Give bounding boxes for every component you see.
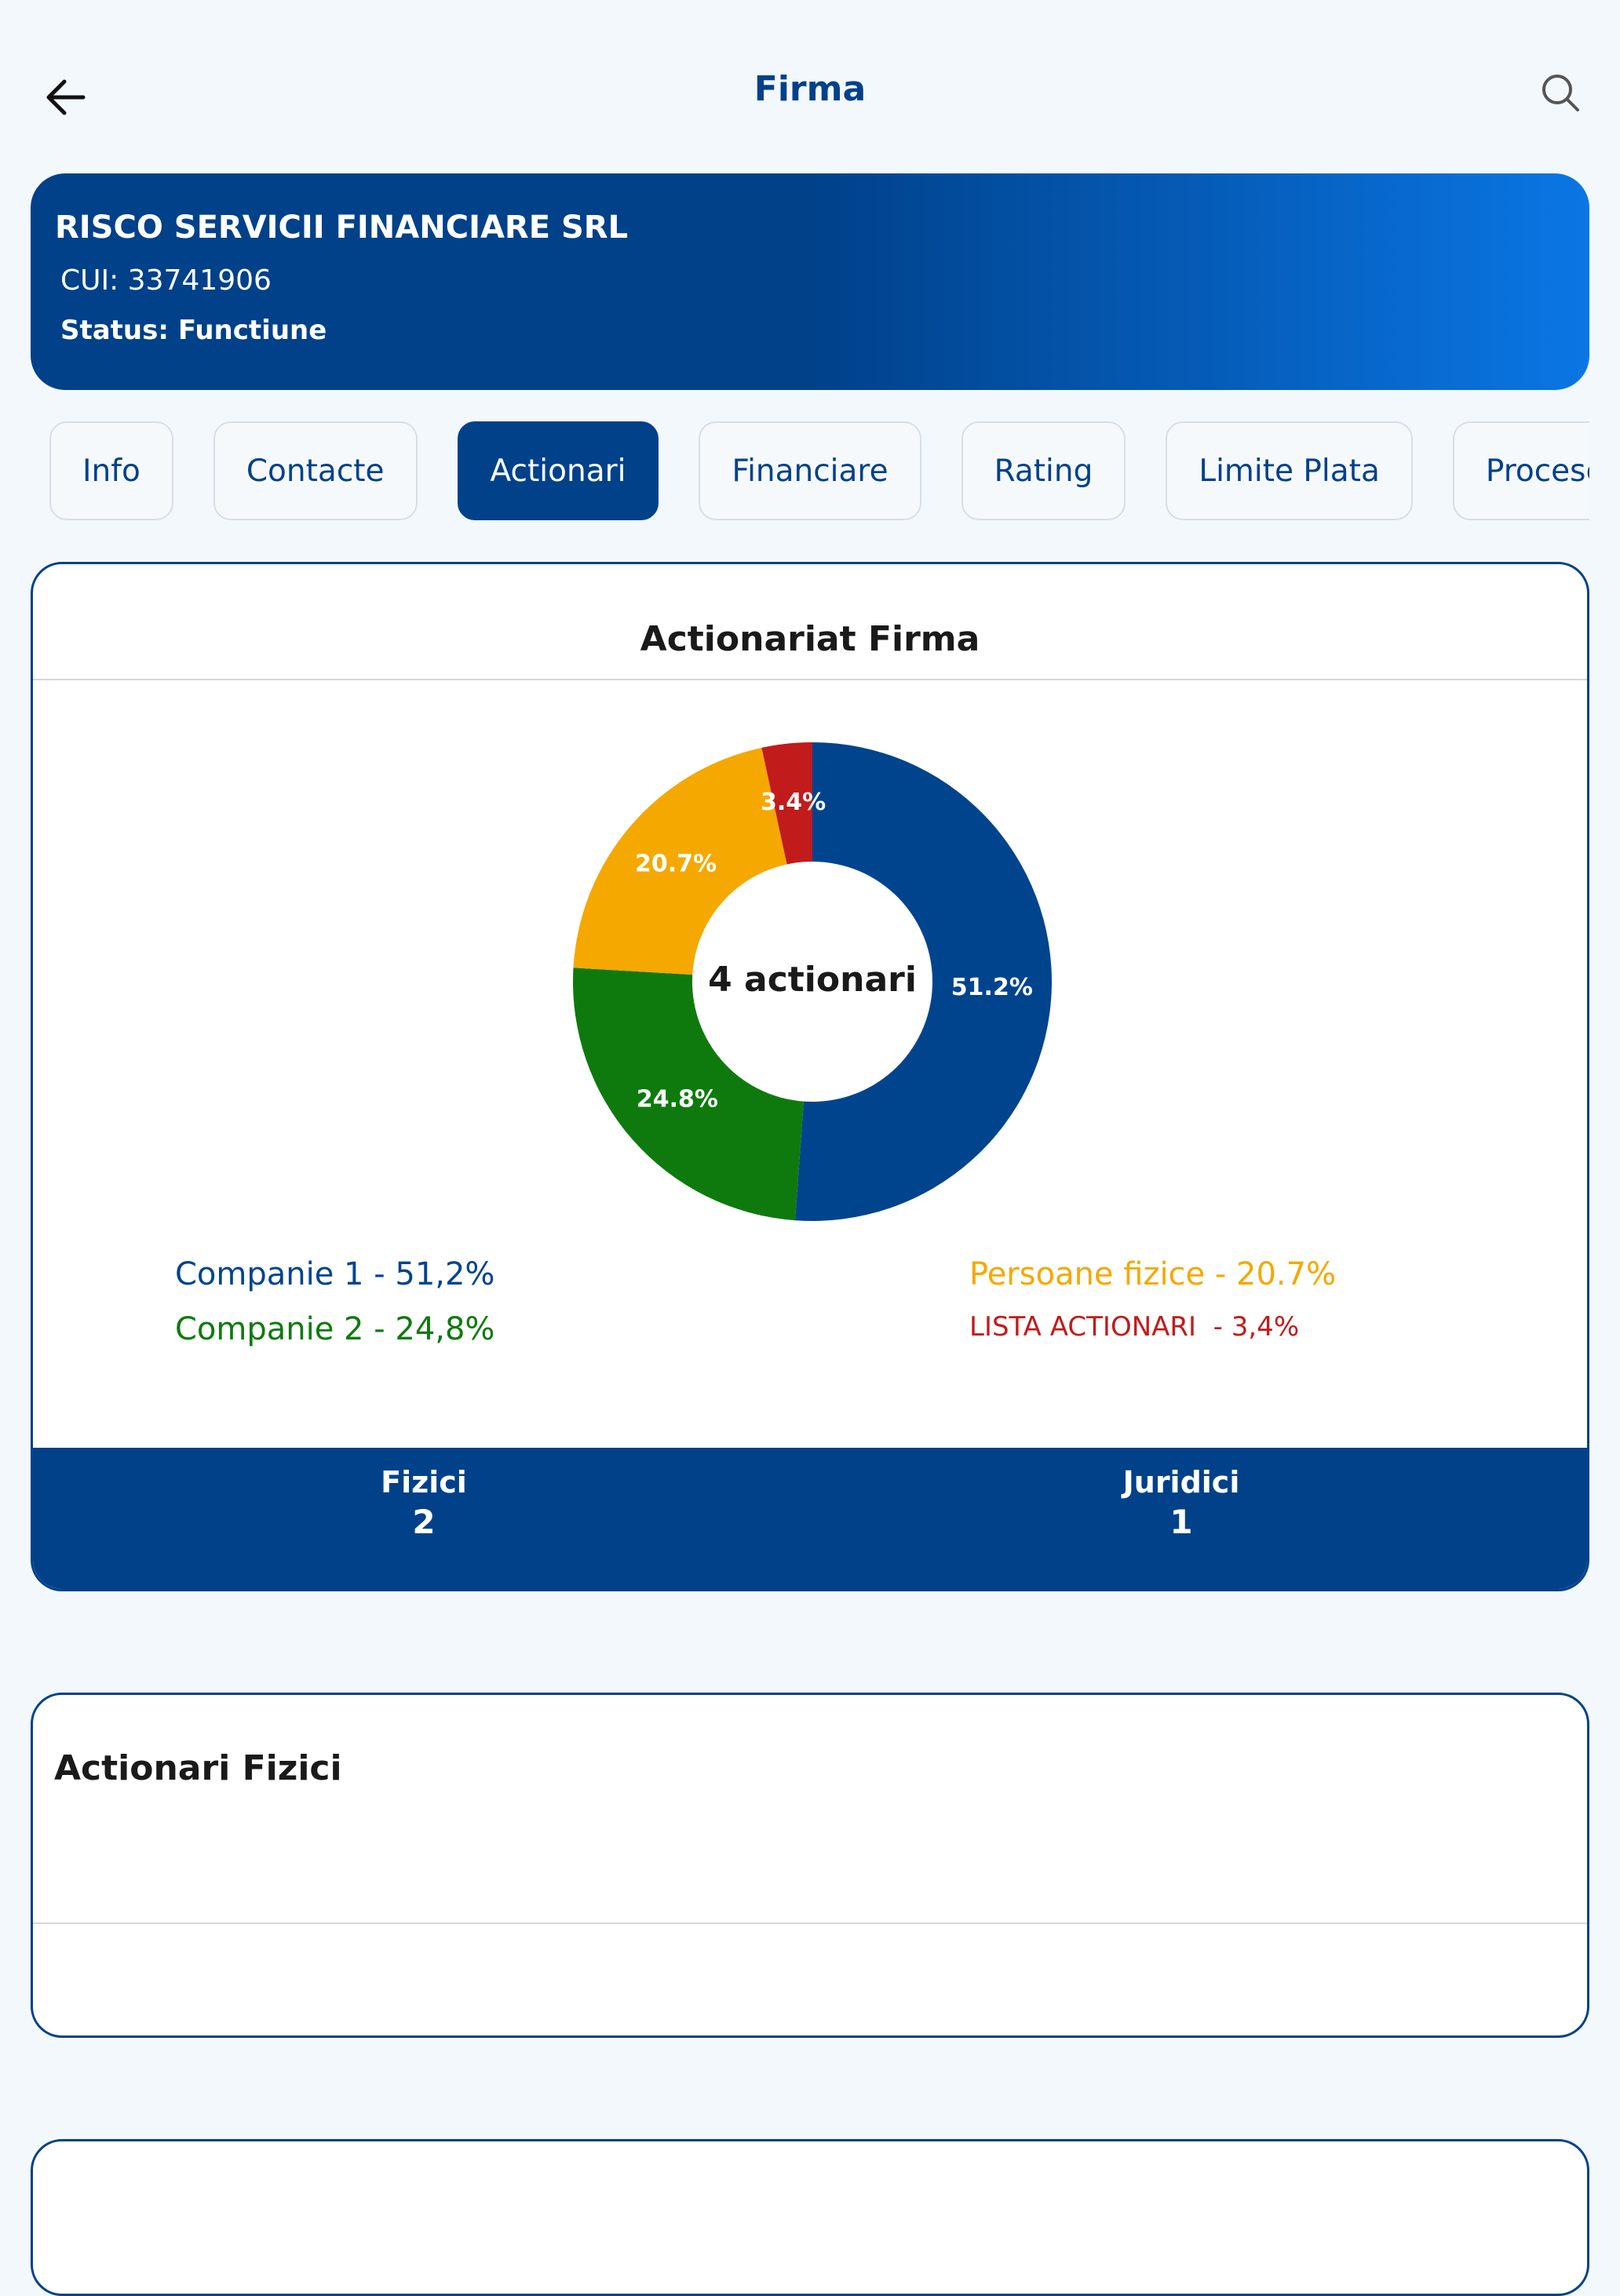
pie-slice	[573, 968, 804, 1221]
summary-item: Fizici 2	[228, 1448, 620, 1541]
pie-slice	[761, 742, 812, 865]
summary-band: Fizici 2 Juridici 1	[33, 1448, 1587, 1589]
slice-label: 24.8%	[637, 1086, 718, 1113]
tab[interactable]: Info	[49, 421, 173, 520]
slice-label: 51.2%	[951, 974, 1033, 1001]
pie-slice	[795, 742, 1052, 1221]
summary-label: Fizici	[381, 1465, 467, 1500]
slice-label: 20.7%	[635, 851, 717, 878]
tab[interactable]: Actionari	[457, 421, 659, 520]
chart-title: Actionariat Firma	[640, 619, 980, 659]
summary-label: Juridici	[1122, 1465, 1240, 1500]
legend-entry: Companie 1 - 51,2%	[175, 1256, 495, 1292]
section-card: Actionari Fizici	[31, 1693, 1589, 2038]
donut-chart: 51.2% 24.8% 20.7% 3.4% 4 actionari	[573, 742, 1052, 1221]
legend-entry: LISTA ACTIONARI - 3,4%	[969, 1311, 1300, 1343]
company-cui: CUI: 33741906	[60, 264, 272, 297]
center-label: 4 actionari	[708, 960, 917, 1000]
section-title: Actionari Fizici	[54, 1748, 342, 1788]
back-button[interactable]	[44, 75, 88, 119]
tab[interactable]: Contacte	[213, 421, 418, 520]
search-button[interactable]	[1540, 72, 1581, 113]
tab[interactable]: Limite Plata	[1166, 421, 1413, 520]
company-status: Status: Functiune	[60, 315, 327, 346]
company-name: RISCO SERVICII FINANCIARE SRL	[55, 210, 629, 246]
section-card	[31, 2139, 1589, 2296]
slice-label: 3.4%	[761, 789, 826, 816]
page: Firma {"header": {"title": "Firma"}, "co…	[31, 69, 1589, 2296]
tab[interactable]: Financiare	[699, 421, 921, 520]
screen: Firma RISCO SERVICII FINANCIARE SRL CUI:…	[31, 69, 1589, 2296]
screen-title: Firma	[753, 69, 867, 109]
summary-item: Juridici 1	[985, 1448, 1377, 1541]
divider	[33, 679, 1587, 680]
company-card: RISCO SERVICII FINANCIARE SRL CUI: 33741…	[31, 173, 1589, 390]
tab[interactable]: Procese	[1452, 421, 1589, 520]
divider	[33, 1922, 1587, 1924]
chart-card: Actionariat Firma 51.2% 24.8% 20.7% 3.4% 4 a…	[31, 562, 1589, 1591]
summary-value: 1	[1169, 1503, 1193, 1541]
tab[interactable]: Rating	[961, 421, 1126, 520]
pie-slice	[573, 747, 787, 975]
tab-bar: Info Contacte Actionari Financiare Rating Lim…	[49, 421, 1589, 523]
summary-value: 2	[412, 1503, 436, 1541]
legend-entry: Companie 2 - 24,8%	[175, 1311, 495, 1347]
legend-entry: Persoane fizice - 20.7%	[969, 1256, 1337, 1292]
